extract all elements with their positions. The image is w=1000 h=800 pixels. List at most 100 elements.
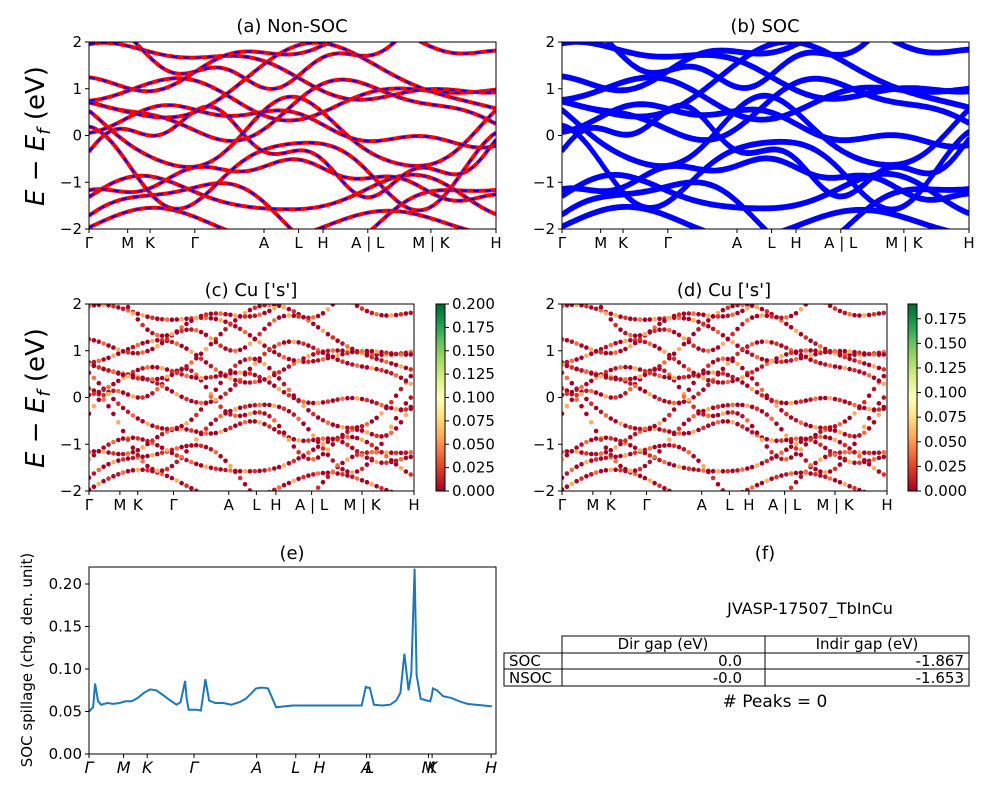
- panel-e-ytick-label: 0.05: [49, 703, 82, 721]
- panel-d-point: [749, 423, 755, 429]
- gap-table: Dir gap (eV) Indir gap (eV) SOC 0.0 -1.8…: [503, 635, 970, 687]
- panel-d-xtick-label: Γ: [642, 496, 651, 514]
- panel-c-point: [364, 439, 370, 445]
- panel-d-point: [667, 412, 672, 418]
- panel-d-point: [657, 483, 662, 489]
- panel-c-point: [315, 350, 321, 356]
- panel-d-point: [574, 445, 579, 451]
- panel-d-point: [764, 395, 770, 401]
- colorbar-d-tick-label: 0.050: [924, 433, 967, 451]
- panel-d-point: [882, 281, 887, 286]
- panel-b-data: [562, 42, 969, 229]
- panel-d-point: [857, 369, 862, 374]
- panel-c-point: [150, 364, 155, 370]
- panel-c-point: [330, 304, 336, 307]
- panel-c-point: [301, 289, 306, 294]
- panel-c-point: [111, 411, 116, 417]
- panel-c-point: [150, 338, 155, 344]
- panel-d-point: [706, 318, 711, 323]
- panel-d-point: [691, 429, 696, 435]
- panel-c-point: [345, 469, 350, 474]
- panel-a-band-down: [89, 78, 496, 143]
- panel-d-point: [857, 277, 862, 282]
- panel-d-point: [667, 375, 672, 381]
- panel-c-ytick-label: 0: [72, 389, 82, 407]
- panel-d-point: [823, 474, 828, 480]
- panel-d-point: [628, 451, 633, 457]
- panel-c-point: [184, 427, 189, 432]
- panel-d-point: [774, 341, 779, 347]
- panel-c-point: [223, 346, 228, 351]
- panel-c-point: [398, 407, 404, 412]
- panel-c-point: [399, 493, 404, 498]
- panel-c-point: [252, 468, 258, 474]
- panel-d-point: [691, 498, 696, 503]
- panel-c-point: [272, 427, 277, 432]
- panel-d-point: [784, 345, 789, 351]
- panel-d-point: [862, 399, 867, 405]
- panel-d-point: [608, 452, 614, 458]
- panel-d-point: [798, 447, 804, 452]
- panel-c-ylabel: E − Ef (eV): [21, 328, 55, 468]
- panel-c-point: [325, 470, 331, 476]
- panel-c-point: [281, 381, 287, 387]
- panel-c-point: [359, 478, 365, 483]
- panel-c-point: [364, 462, 370, 467]
- panel-d-point: [749, 315, 755, 320]
- panel-e-xtick-label: M: [422, 758, 436, 777]
- panel-d-point: [686, 450, 692, 455]
- panel-c-point: [281, 354, 287, 360]
- panel-d-point: [589, 305, 594, 310]
- panel-c-point: [164, 466, 170, 472]
- panel-d-point: [784, 447, 789, 453]
- panel-c-point: [267, 321, 272, 327]
- panel-d-point: [613, 341, 618, 346]
- panel-d-point: [671, 463, 677, 468]
- panel-e-xtick-label: A: [250, 758, 262, 777]
- panel-d-point: [608, 311, 614, 317]
- panel-d-point: [671, 356, 677, 362]
- panel-d-xtick-label: L: [725, 496, 734, 514]
- panel-c-point: [233, 423, 238, 429]
- panel-d-point: [799, 287, 804, 292]
- panel-d-point: [837, 348, 843, 354]
- panel-d-point: [613, 454, 618, 460]
- panel-c-point: [116, 472, 121, 477]
- panel-c-point: [301, 399, 306, 405]
- panel-d-point: [598, 437, 604, 442]
- panel-c-point: [120, 405, 126, 411]
- panel-c-point: [335, 338, 340, 344]
- panel-c-point: [247, 366, 253, 372]
- panel-d-point: [813, 439, 818, 445]
- panel-d-point: [613, 322, 618, 328]
- panel-d-point: [788, 400, 794, 406]
- panel-d-point: [740, 467, 745, 472]
- panel-c-point: [194, 437, 199, 442]
- panel-c-point: [130, 311, 136, 316]
- panel-c-point: [330, 442, 336, 447]
- panel-d-point: [857, 350, 862, 356]
- panel-c-point: [179, 454, 184, 460]
- panel-d-point: [608, 376, 614, 381]
- panel-c-point: [242, 345, 248, 350]
- panel-c-point: [169, 331, 175, 337]
- panel-d-point: [740, 346, 745, 352]
- panel-d-point: [647, 446, 653, 451]
- panel-c-point: [320, 441, 326, 447]
- panel-c-point: [111, 369, 116, 375]
- panel-c-point: [184, 321, 189, 327]
- colorbar-c-tick-label: 0.150: [452, 342, 495, 360]
- panel-c-point: [237, 421, 243, 427]
- panel-c-point: [359, 466, 365, 472]
- panel-d-point: [764, 361, 770, 367]
- panel-d-point: [637, 317, 643, 322]
- panel-c-data: [89, 289, 414, 498]
- panel-c-point: [247, 411, 253, 417]
- panel-d-point: [618, 377, 623, 382]
- panel-d-point: [759, 356, 765, 362]
- panel-c-point: [237, 359, 243, 365]
- panel-d-point: [857, 359, 862, 365]
- panel-c-point: [91, 363, 97, 369]
